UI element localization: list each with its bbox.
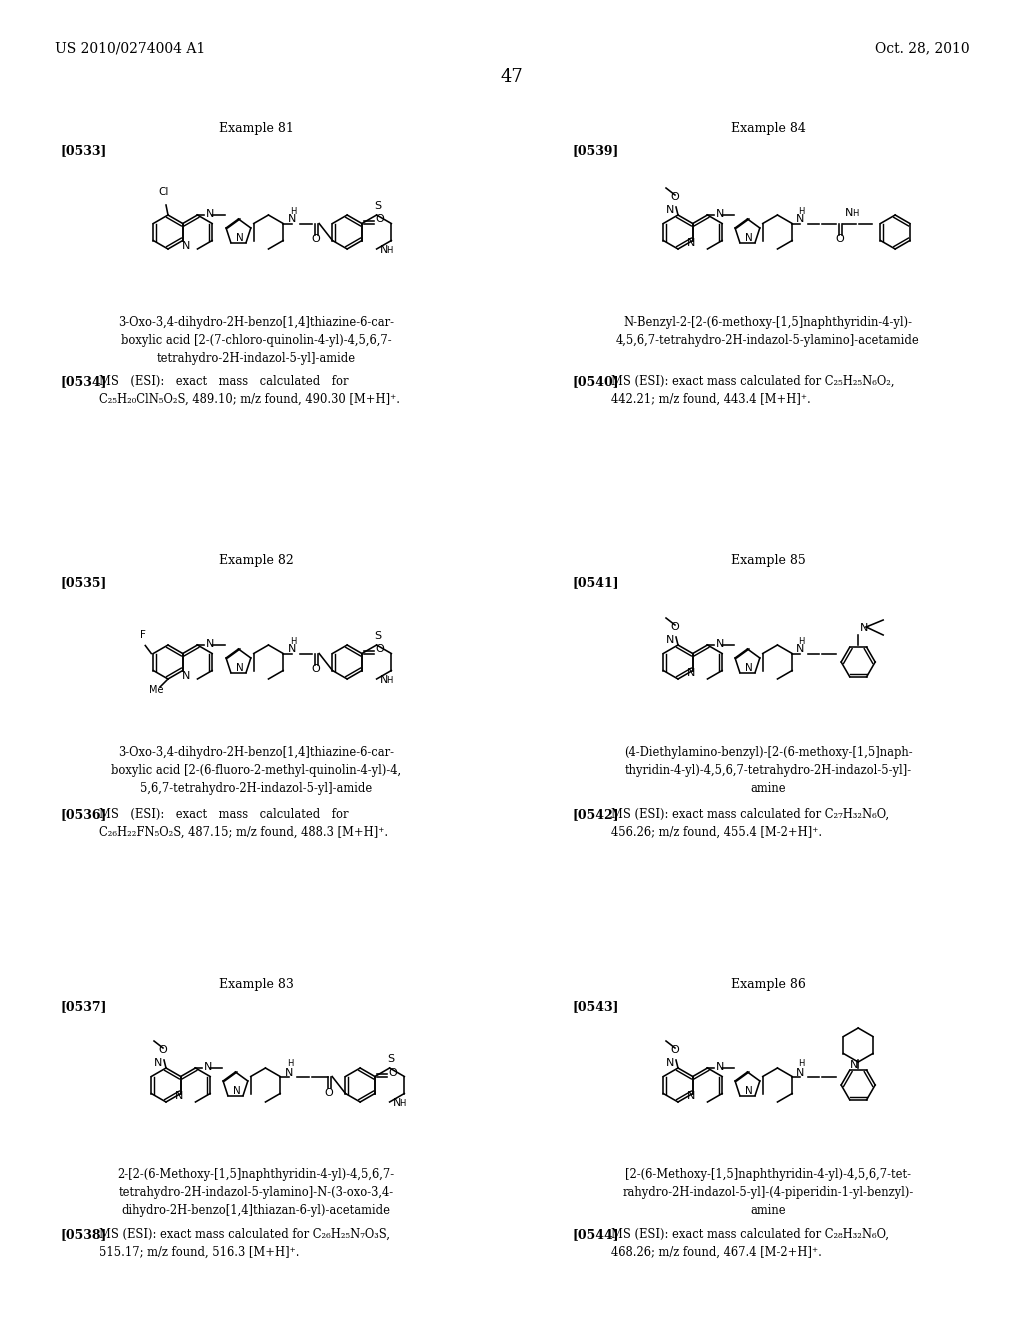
Text: F: F bbox=[140, 630, 146, 639]
Text: N: N bbox=[285, 1068, 293, 1077]
Text: Example 81: Example 81 bbox=[218, 121, 294, 135]
Text: N: N bbox=[288, 214, 296, 224]
Text: N: N bbox=[687, 1090, 695, 1101]
Text: US 2010/0274004 A1: US 2010/0274004 A1 bbox=[55, 41, 205, 55]
Text: O: O bbox=[836, 235, 845, 244]
Text: H: H bbox=[852, 209, 858, 218]
Text: 2-[2-(6-Methoxy-[1,5]naphthyridin-4-yl)-4,5,6,7-
tetrahydro-2H-indazol-5-ylamino: 2-[2-(6-Methoxy-[1,5]naphthyridin-4-yl)-… bbox=[118, 1168, 394, 1217]
Text: N: N bbox=[175, 1090, 183, 1101]
Text: MS (ESI): exact mass calculated for
C₂₆H₂₂FN₅O₂S, 487.15; m/z found, 488.3 [M+H]: MS (ESI): exact mass calculated for C₂₆H… bbox=[99, 808, 388, 840]
Text: H: H bbox=[287, 1060, 293, 1068]
Text: N: N bbox=[380, 675, 388, 685]
Text: MS (ESI): exact mass calculated for C₂₈H₃₂N₆O,
468.26; m/z found, 467.4 [M-2+H]⁺: MS (ESI): exact mass calculated for C₂₈H… bbox=[611, 1228, 889, 1259]
Text: [0539]: [0539] bbox=[573, 144, 620, 157]
Text: 47: 47 bbox=[501, 69, 523, 86]
Text: [0534]: [0534] bbox=[61, 375, 108, 388]
Text: N: N bbox=[237, 232, 244, 243]
Text: N: N bbox=[745, 663, 753, 672]
Text: [0537]: [0537] bbox=[61, 1001, 108, 1012]
Text: N: N bbox=[288, 644, 296, 655]
Text: [0541]: [0541] bbox=[573, 576, 620, 589]
Text: [0533]: [0533] bbox=[61, 144, 108, 157]
Text: 3-Oxo-3,4-dihydro-2H-benzo[1,4]thiazine-6-car-
boxylic acid [2-(6-fluoro-2-methy: 3-Oxo-3,4-dihydro-2H-benzo[1,4]thiazine-… bbox=[111, 746, 401, 795]
Text: (4-Diethylamino-benzyl)-[2-(6-methoxy-[1,5]naph-
thyridin-4-yl)-4,5,6,7-tetrahyd: (4-Diethylamino-benzyl)-[2-(6-methoxy-[1… bbox=[624, 746, 912, 795]
Text: Me: Me bbox=[148, 685, 163, 696]
Text: N: N bbox=[687, 238, 695, 248]
Text: N: N bbox=[850, 1060, 858, 1071]
Text: H: H bbox=[387, 246, 393, 255]
Text: N: N bbox=[687, 668, 695, 677]
Text: N: N bbox=[716, 1063, 724, 1072]
Text: [0544]: [0544] bbox=[573, 1228, 620, 1241]
Text: N: N bbox=[745, 232, 753, 243]
Text: S: S bbox=[374, 631, 381, 642]
Text: H: H bbox=[399, 1100, 406, 1107]
Text: Example 83: Example 83 bbox=[218, 978, 294, 991]
Text: N: N bbox=[154, 1059, 162, 1068]
Text: O: O bbox=[671, 622, 679, 632]
Text: O: O bbox=[376, 644, 384, 655]
Text: [2-(6-Methoxy-[1,5]naphthyridin-4-yl)-4,5,6,7-tet-
rahydro-2H-indazol-5-yl]-(4-p: [2-(6-Methoxy-[1,5]naphthyridin-4-yl)-4,… bbox=[623, 1168, 913, 1217]
Text: Example 82: Example 82 bbox=[219, 554, 293, 568]
Text: [0536]: [0536] bbox=[61, 808, 108, 821]
Text: MS (ESI): exact mass calculated for C₂₇H₃₂N₆O,
456.26; m/z found, 455.4 [M-2+H]⁺: MS (ESI): exact mass calculated for C₂₇H… bbox=[611, 808, 889, 840]
Text: N: N bbox=[233, 1085, 241, 1096]
Text: Example 86: Example 86 bbox=[730, 978, 806, 991]
Text: N: N bbox=[666, 1059, 674, 1068]
Text: Example 85: Example 85 bbox=[731, 554, 805, 568]
Text: H: H bbox=[798, 206, 805, 215]
Text: N: N bbox=[845, 207, 854, 218]
Text: Oct. 28, 2010: Oct. 28, 2010 bbox=[876, 41, 970, 55]
Text: O: O bbox=[311, 664, 321, 675]
Text: MS (ESI): exact mass calculated for
C₂₅H₂₀ClN₅O₂S, 489.10; m/z found, 490.30 [M+: MS (ESI): exact mass calculated for C₂₅H… bbox=[99, 375, 400, 407]
Text: [0543]: [0543] bbox=[573, 1001, 620, 1012]
Text: H: H bbox=[798, 636, 805, 645]
Text: O: O bbox=[311, 235, 321, 244]
Text: N: N bbox=[666, 635, 674, 645]
Text: O: O bbox=[388, 1068, 397, 1077]
Text: S: S bbox=[374, 201, 381, 211]
Text: N: N bbox=[666, 205, 674, 215]
Text: O: O bbox=[159, 1045, 167, 1055]
Text: O: O bbox=[671, 1045, 679, 1055]
Text: N: N bbox=[716, 209, 724, 219]
Text: [0542]: [0542] bbox=[573, 808, 620, 821]
Text: S: S bbox=[387, 1053, 394, 1064]
Text: 3-Oxo-3,4-dihydro-2H-benzo[1,4]thiazine-6-car-
boxylic acid [2-(7-chloro-quinoli: 3-Oxo-3,4-dihydro-2H-benzo[1,4]thiazine-… bbox=[118, 315, 394, 366]
Text: MS (ESI): exact mass calculated for C₂₅H₂₅N₆O₂,
442.21; m/z found, 443.4 [M+H]⁺.: MS (ESI): exact mass calculated for C₂₅H… bbox=[611, 375, 895, 407]
Text: N: N bbox=[182, 240, 190, 251]
Text: N: N bbox=[182, 671, 190, 681]
Text: N: N bbox=[204, 1063, 212, 1072]
Text: N-Benzyl-2-[2-(6-methoxy-[1,5]naphthyridin-4-yl)-
4,5,6,7-tetrahydro-2H-indazol-: N-Benzyl-2-[2-(6-methoxy-[1,5]naphthyrid… bbox=[616, 315, 920, 347]
Text: N: N bbox=[716, 639, 724, 649]
Text: H: H bbox=[387, 676, 393, 685]
Text: N: N bbox=[206, 639, 214, 649]
Text: N: N bbox=[796, 644, 805, 655]
Text: N: N bbox=[380, 246, 388, 255]
Text: [0540]: [0540] bbox=[573, 375, 620, 388]
Text: H: H bbox=[290, 636, 296, 645]
Text: N: N bbox=[860, 623, 868, 634]
Text: N: N bbox=[796, 214, 805, 224]
Text: O: O bbox=[325, 1088, 334, 1097]
Text: N: N bbox=[237, 663, 244, 672]
Text: MS (ESI): exact mass calculated for C₂₆H₂₅N₇O₃S,
515.17; m/z found, 516.3 [M+H]⁺: MS (ESI): exact mass calculated for C₂₆H… bbox=[99, 1228, 390, 1259]
Text: O: O bbox=[376, 214, 384, 224]
Text: H: H bbox=[290, 206, 296, 215]
Text: N: N bbox=[745, 1085, 753, 1096]
Text: [0535]: [0535] bbox=[61, 576, 108, 589]
Text: N: N bbox=[392, 1098, 401, 1107]
Text: O: O bbox=[671, 191, 679, 202]
Text: N: N bbox=[796, 1068, 805, 1077]
Text: Example 84: Example 84 bbox=[730, 121, 806, 135]
Text: N: N bbox=[206, 209, 214, 219]
Text: Cl: Cl bbox=[159, 187, 169, 197]
Text: [0538]: [0538] bbox=[61, 1228, 108, 1241]
Text: H: H bbox=[798, 1060, 805, 1068]
